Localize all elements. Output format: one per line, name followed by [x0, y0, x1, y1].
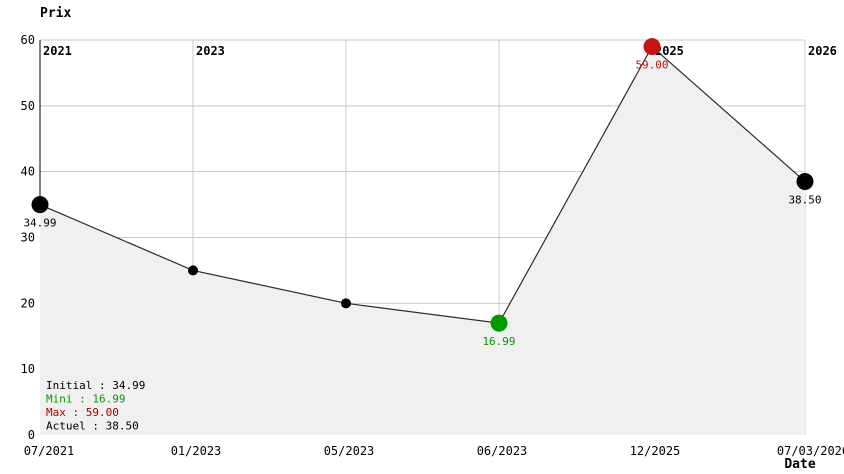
year-label: 2026 [808, 44, 837, 58]
y-tick-label: 60 [21, 33, 35, 47]
chart-title: Prix [40, 6, 71, 21]
data-point-minimum [490, 314, 508, 332]
y-tick-label: 0 [28, 428, 35, 442]
y-tick-label: 30 [21, 231, 35, 245]
point-label: 59.00 [635, 59, 668, 72]
x-tick-label: 01/2023 [171, 444, 222, 458]
x-tick-label: 12/2025 [630, 444, 681, 458]
x-axis-title: Date [784, 457, 815, 472]
y-tick-label: 50 [21, 99, 35, 113]
x-tick-label: 06/2023 [477, 444, 528, 458]
x-tick-label: 07/2021 [24, 444, 75, 458]
year-label: 2021 [43, 44, 72, 58]
data-point-initial [31, 196, 49, 214]
legend-mini: Mini : 16.99 [46, 393, 125, 406]
y-tick-label: 40 [21, 165, 35, 179]
y-tick-label: 20 [21, 296, 35, 310]
price-line [39, 45, 806, 324]
legend-actuel: Actuel : 38.50 [46, 420, 139, 433]
data-point-current [796, 173, 814, 191]
x-tick-label: 05/2023 [324, 444, 375, 458]
legend-max: Max : 59.00 [46, 406, 119, 419]
year-label: 2025 [655, 44, 684, 58]
legend-initial: Initial : 34.99 [46, 379, 145, 392]
data-point-intermediate [341, 298, 351, 309]
x-tick-label: 07/03/2026 [777, 444, 844, 458]
point-label: 16.99 [482, 335, 515, 348]
point-label: 34.99 [23, 217, 56, 230]
point-label: 38.50 [788, 194, 821, 207]
year-label: 2023 [196, 44, 225, 58]
data-point-intermediate [188, 265, 198, 276]
y-tick-label: 10 [21, 362, 35, 376]
data-point-maximum [643, 38, 661, 56]
area-fill [40, 46, 805, 435]
